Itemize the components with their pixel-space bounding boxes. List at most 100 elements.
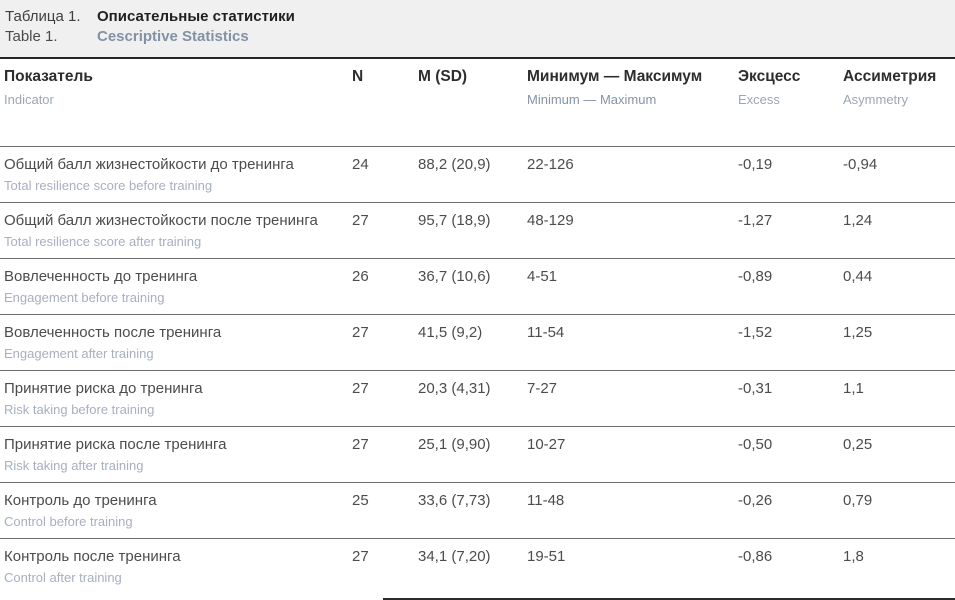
excess-cell: -1,27 <box>734 201 839 258</box>
excess-value: -0,31 <box>738 379 773 397</box>
indicator-ru: Вовлеченность после тренинга <box>4 323 222 341</box>
min-max-value: 7-27 <box>527 379 558 397</box>
caption-title-en: Cescriptive Statistics <box>97 27 249 45</box>
m-sd-value: 88,2 (20,9) <box>418 155 491 173</box>
table-row: Общий балл жизнестойкости после тренинга… <box>0 201 955 258</box>
m-sd-value: 95,7 (18,9) <box>418 211 491 229</box>
caption-title-ru: Описательные статистики <box>97 8 295 25</box>
table-row: Вовлеченность после тренинга Engagement … <box>0 313 955 370</box>
min-max-value: 19-51 <box>527 547 566 565</box>
n-value: 27 <box>352 547 369 565</box>
asymmetry-cell: 1,24 <box>839 201 955 258</box>
n-cell: 24 <box>348 145 414 202</box>
n-cell: 27 <box>348 313 414 370</box>
caption-prefix-en: Table 1. <box>5 27 58 45</box>
min-max-cell: 19-51 <box>523 537 734 594</box>
indicator-ru: Общий балл жизнестойкости после тренинга <box>4 211 318 229</box>
m-sd-value: 34,1 (7,20) <box>418 547 491 565</box>
col-header-m-sd: M (SD) <box>414 57 523 146</box>
caption-prefix-ru: Таблица 1. <box>5 8 81 25</box>
min-max-value: 10-27 <box>527 435 566 453</box>
next-row-border-cutoff <box>383 598 955 600</box>
col-header-n-label: N <box>352 68 364 85</box>
indicator-cell: Общий балл жизнестойкости до тренинга To… <box>0 145 348 202</box>
excess-value: -0,26 <box>738 491 773 509</box>
caption-line-en: Table 1. Cescriptive Statistics <box>5 27 955 47</box>
asymmetry-cell: -0,94 <box>839 145 955 202</box>
excess-cell: -0,31 <box>734 369 839 426</box>
col-header-excess: Эксцесс Excess <box>734 57 839 146</box>
indicator-ru: Контроль после тренинга <box>4 547 181 565</box>
excess-value: -0,19 <box>738 155 773 173</box>
m-sd-cell: 41,5 (9,2) <box>414 313 523 370</box>
indicator-en: Total resilience score after training <box>4 233 202 249</box>
excess-cell: -0,86 <box>734 537 839 594</box>
asymmetry-cell: 0,79 <box>839 481 955 538</box>
asymmetry-value: 0,44 <box>843 267 873 285</box>
min-max-cell: 11-54 <box>523 313 734 370</box>
n-cell: 27 <box>348 537 414 594</box>
min-max-cell: 10-27 <box>523 425 734 482</box>
excess-cell: -0,19 <box>734 145 839 202</box>
indicator-cell: Вовлеченность после тренинга Engagement … <box>0 313 348 370</box>
asymmetry-value: 1,24 <box>843 211 873 229</box>
table-row: Принятие риска до тренинга Risk taking b… <box>0 369 955 426</box>
indicator-cell: Контроль после тренинга Control after tr… <box>0 537 348 594</box>
asymmetry-value: 0,25 <box>843 435 873 453</box>
n-value: 27 <box>352 211 369 229</box>
asymmetry-value: 1,25 <box>843 323 873 341</box>
indicator-en: Total resilience score before training <box>4 177 213 193</box>
m-sd-cell: 88,2 (20,9) <box>414 145 523 202</box>
m-sd-value: 20,3 (4,31) <box>418 379 491 397</box>
excess-value: -0,89 <box>738 267 773 285</box>
indicator-cell: Контроль до тренинга Control before trai… <box>0 481 348 538</box>
table-row: Общий балл жизнестойкости до тренинга To… <box>0 145 955 202</box>
col-header-indicator-ru: Показатель <box>4 68 93 85</box>
indicator-cell: Принятие риска после тренинга Risk takin… <box>0 425 348 482</box>
m-sd-cell: 33,6 (7,73) <box>414 481 523 538</box>
n-cell: 25 <box>348 481 414 538</box>
min-max-cell: 11-48 <box>523 481 734 538</box>
indicator-en: Risk taking before training <box>4 401 155 417</box>
indicator-cell: Принятие риска до тренинга Risk taking b… <box>0 369 348 426</box>
m-sd-cell: 20,3 (4,31) <box>414 369 523 426</box>
min-max-value: 22-126 <box>527 155 574 173</box>
col-header-asymmetry-en: Asymmetry <box>843 92 908 107</box>
m-sd-value: 33,6 (7,73) <box>418 491 491 509</box>
col-header-min-max-ru: Минимум — Максимум <box>527 68 703 85</box>
indicator-en: Control before training <box>4 513 133 529</box>
col-header-asymmetry-ru: Ассиметрия <box>843 68 937 85</box>
indicator-ru: Вовлеченность до тренинга <box>4 267 198 285</box>
indicator-cell: Вовлеченность до тренинга Engagement bef… <box>0 257 348 314</box>
table-row: Вовлеченность до тренинга Engagement bef… <box>0 257 955 314</box>
indicator-ru: Принятие риска после тренинга <box>4 435 227 453</box>
n-value: 24 <box>352 155 369 173</box>
excess-cell: -0,50 <box>734 425 839 482</box>
table-caption: Таблица 1. Описательные статистики Table … <box>0 0 955 57</box>
indicator-en: Engagement after training <box>4 345 154 361</box>
col-header-min-max: Минимум — Максимум Minimum — Maximum <box>523 57 734 146</box>
m-sd-cell: 36,7 (10,6) <box>414 257 523 314</box>
asymmetry-cell: 0,44 <box>839 257 955 314</box>
table-row: Контроль до тренинга Control before trai… <box>0 481 955 538</box>
asymmetry-value: 1,1 <box>843 379 864 397</box>
indicator-ru: Принятие риска до тренинга <box>4 379 203 397</box>
asymmetry-value: -0,94 <box>843 155 878 173</box>
excess-value: -0,86 <box>738 547 773 565</box>
col-header-excess-en: Excess <box>738 92 780 107</box>
table-row: Принятие риска после тренинга Risk takin… <box>0 425 955 482</box>
m-sd-cell: 25,1 (9,90) <box>414 425 523 482</box>
m-sd-value: 41,5 (9,2) <box>418 323 483 341</box>
n-value: 27 <box>352 323 369 341</box>
asymmetry-cell: 1,25 <box>839 313 955 370</box>
n-cell: 26 <box>348 257 414 314</box>
indicator-cell: Общий балл жизнестойкости после тренинга… <box>0 201 348 258</box>
indicator-en: Engagement before training <box>4 289 165 305</box>
indicator-ru: Общий балл жизнестойкости до тренинга <box>4 155 294 173</box>
indicator-en: Control after training <box>4 569 122 585</box>
excess-cell: -0,89 <box>734 257 839 314</box>
min-max-value: 11-48 <box>527 491 565 509</box>
col-header-asymmetry: Ассиметрия Asymmetry <box>839 57 955 146</box>
min-max-cell: 4-51 <box>523 257 734 314</box>
